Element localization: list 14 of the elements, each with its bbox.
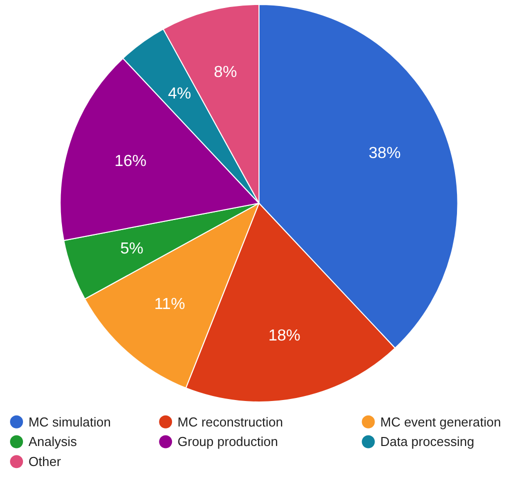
data-label: 8% xyxy=(214,64,237,81)
data-label: 5% xyxy=(120,240,144,258)
data-label: 18% xyxy=(268,327,300,344)
legend-label: Other xyxy=(28,454,62,470)
legend-label: MC reconstruction xyxy=(178,414,283,430)
legend-label: Data processing xyxy=(380,434,474,450)
data-label: 16% xyxy=(114,152,146,170)
data-label: 38% xyxy=(368,144,401,162)
data-label: 11% xyxy=(154,296,186,314)
legend-label: Group production xyxy=(178,434,278,450)
legend-label: MC simulation xyxy=(28,414,111,430)
legend-label: MC event generation xyxy=(380,414,501,430)
legend-label: Analysis xyxy=(28,434,78,450)
data-label: 4% xyxy=(168,85,192,102)
